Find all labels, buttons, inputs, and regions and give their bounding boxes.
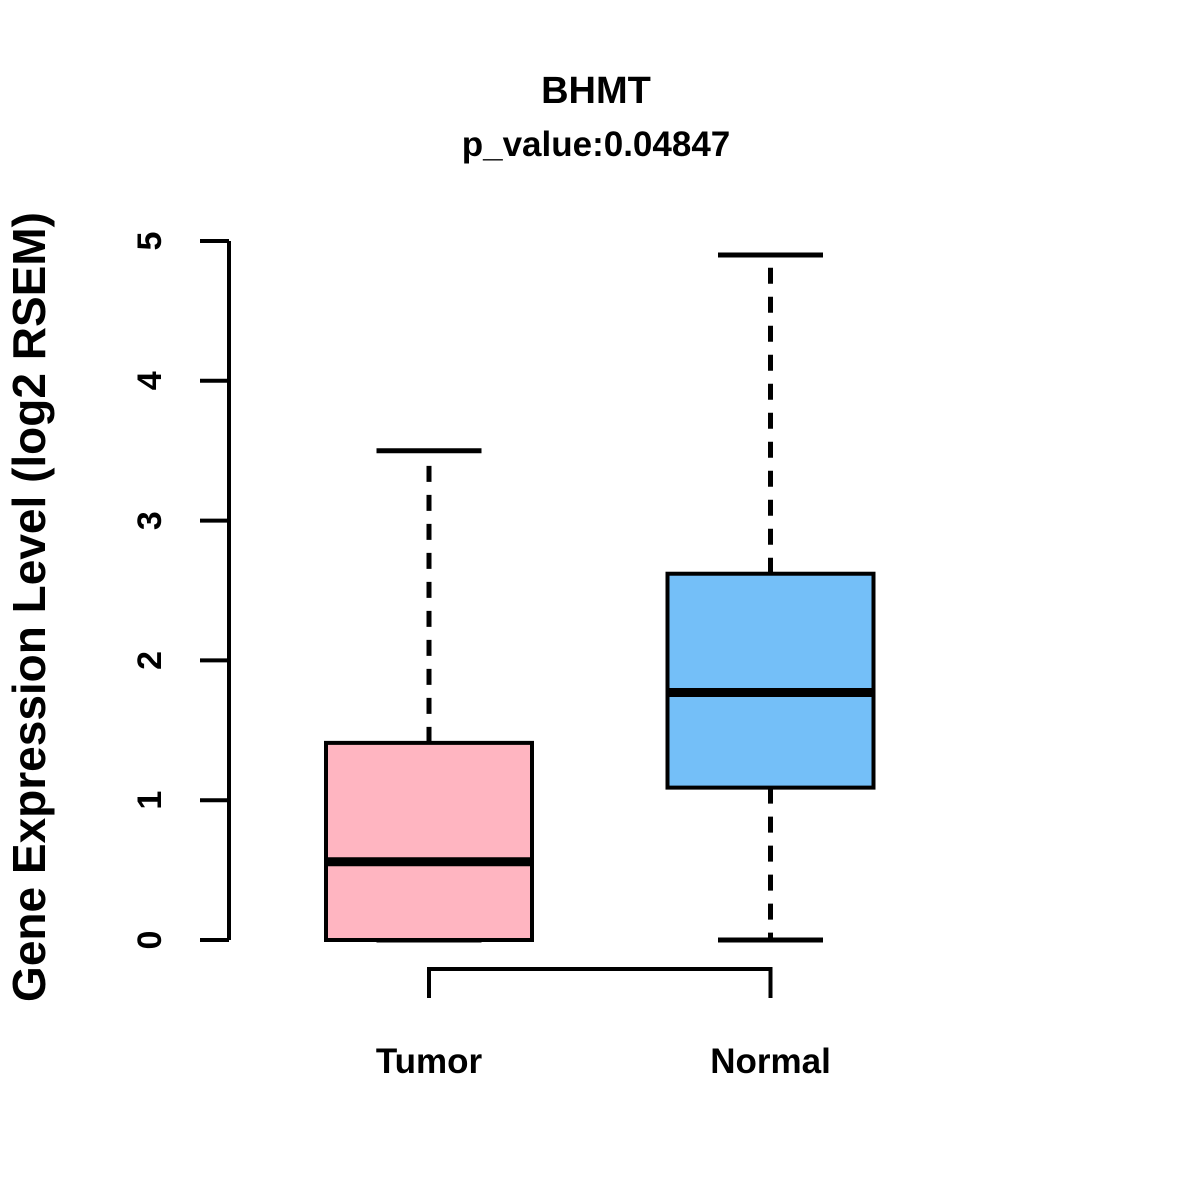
y-tick-label: 1 — [131, 791, 169, 810]
y-tick-label: 3 — [131, 511, 169, 530]
y-tick-label: 4 — [131, 371, 169, 390]
y-tick-label: 2 — [131, 651, 169, 670]
boxplot-group-tumor — [324, 448, 534, 943]
boxplot-group-normal — [665, 252, 876, 943]
iqr-box — [665, 571, 876, 790]
category-label-normal: Normal — [710, 1042, 831, 1081]
y-tick-label: 5 — [131, 232, 169, 251]
iqr-box — [324, 740, 534, 943]
chart-title: BHMT — [541, 70, 651, 112]
y-axis: 0 1 2 3 4 5 — [131, 232, 231, 950]
chart-subtitle: p_value:0.04847 — [462, 125, 731, 164]
y-tick-label: 0 — [131, 931, 169, 950]
category-label-tumor: Tumor — [376, 1042, 483, 1081]
x-axis-line — [427, 967, 773, 998]
y-axis-title: Gene Expression Level (log2 RSEM) — [3, 212, 55, 1002]
x-axis-bracket — [427, 967, 773, 998]
x-axis-labels: Tumor Normal — [376, 1042, 831, 1081]
plot-area — [324, 252, 876, 943]
